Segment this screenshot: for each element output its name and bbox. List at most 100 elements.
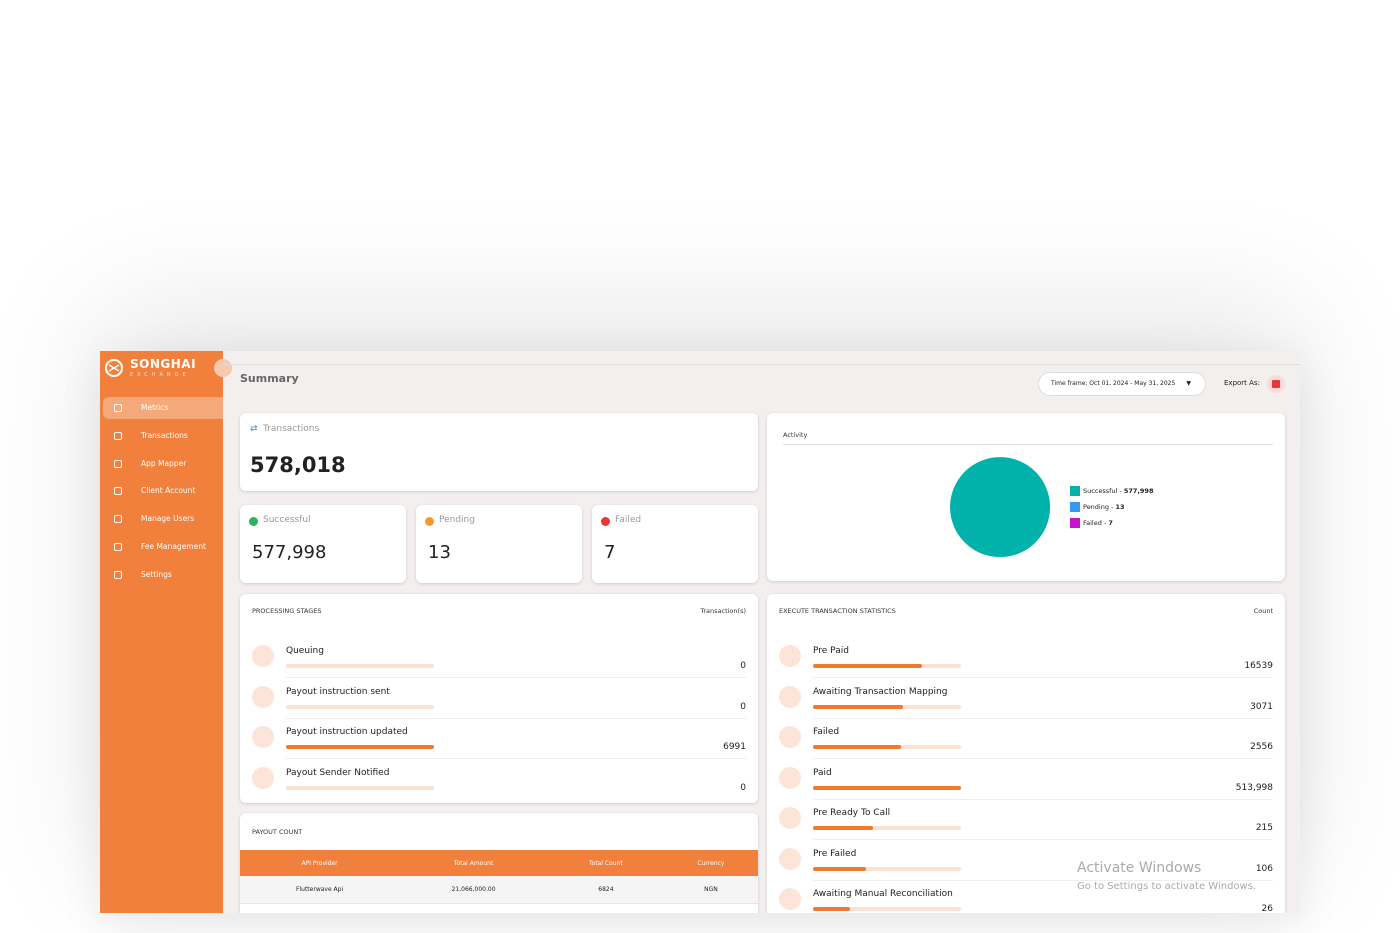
legend-value: 577,998 <box>1123 487 1154 495</box>
progress-fill <box>813 745 902 749</box>
pie-slice <box>950 457 1051 558</box>
transactions-card: ⇄ Transactions 578,018 <box>240 413 758 491</box>
row-separator <box>813 879 1273 881</box>
row-count: 6991 <box>723 742 746 752</box>
export-pdf[interactable] <box>1267 375 1285 393</box>
time-frame-select[interactable]: Time frame: Oct 01, 2024 - May 31, 2025 ▼ <box>1038 372 1206 396</box>
legend-swatch <box>1070 502 1080 512</box>
column-header: Total Amount <box>453 859 494 867</box>
column-title: Transaction(s) <box>700 607 746 615</box>
status-label: Failed <box>615 515 642 525</box>
status-card: Successful 577,998 <box>240 505 406 583</box>
execute-statistics-card: EXECUTE TRANSACTION STATISTICS Count Pre P… <box>767 594 1285 913</box>
progress-track <box>286 704 434 709</box>
row-icon <box>779 726 801 748</box>
row-separator <box>286 677 746 678</box>
nav-item[interactable]: App Mapper <box>103 453 223 475</box>
row-label: Payout instruction sent <box>286 686 390 697</box>
logo-icon <box>105 359 123 377</box>
table-header: API Provider Total Amount Total Count Curre… <box>240 850 758 876</box>
nav-item[interactable]: Manage Users <box>103 508 223 530</box>
status-value: 7 <box>604 542 616 563</box>
progress-track <box>286 785 434 790</box>
nav-icon <box>114 543 122 551</box>
progress-fill <box>813 664 923 668</box>
legend-name: Pending <box>1083 503 1115 511</box>
row-separator <box>286 717 746 719</box>
payout-table: API Provider Total Amount Total Count Curre… <box>240 850 758 904</box>
row-label: Payout Sender Notified <box>286 767 390 778</box>
progress-fill <box>813 826 874 830</box>
sidebar: SONGHAI EXCHANGE Metrics Transactions App … <box>100 351 223 913</box>
row-icon <box>252 766 274 789</box>
row-icon <box>252 685 274 708</box>
progress-track <box>813 745 961 749</box>
row-count: 2556 <box>1250 742 1273 752</box>
nav-icon <box>114 570 122 579</box>
nav-icon <box>114 404 122 412</box>
legend-name: Successful <box>1083 487 1124 495</box>
transactions-label: Transactions <box>263 424 320 434</box>
row-icon <box>779 847 801 870</box>
table-cell: NGN <box>704 885 718 893</box>
nav-item[interactable]: Settings <box>103 564 223 586</box>
progress-track <box>813 704 961 709</box>
status-icon <box>601 517 610 526</box>
legend-swatch <box>1070 518 1080 528</box>
top-border <box>223 364 1300 365</box>
nav-icon <box>114 487 122 496</box>
app-window: SONGHAI EXCHANGE Metrics Transactions App … <box>100 351 1300 913</box>
pie-chart <box>950 457 1051 558</box>
progress-fill <box>813 785 961 790</box>
progress-fill <box>813 866 866 871</box>
status-card: Failed 7 <box>592 505 758 583</box>
column-title: Count <box>1253 607 1273 615</box>
legend-value: 13 <box>1115 503 1125 511</box>
row-separator <box>813 717 1273 719</box>
nav-item[interactable]: Transactions <box>103 425 223 447</box>
activity-title: Activity <box>783 431 808 439</box>
collapse-button[interactable] <box>214 359 232 377</box>
row-label: Pre Failed <box>813 848 857 859</box>
progress-fill <box>813 704 904 709</box>
row-icon <box>779 807 801 829</box>
table-cell: 21,066,000.00 <box>451 885 496 893</box>
transactions-icon: ⇄ <box>250 424 258 434</box>
row-label: Pre Paid <box>813 646 849 656</box>
time-frame: Time frame: Oct 01, 2024 - May 31, 2025 <box>1051 380 1176 387</box>
divider <box>783 444 1273 445</box>
progress-fill <box>813 907 851 911</box>
row-label: Failed <box>813 727 840 737</box>
status-label: Pending <box>439 515 475 525</box>
row-label: Pre Ready To Call <box>813 808 891 818</box>
legend-swatch <box>1070 486 1080 496</box>
card-title: EXECUTE TRANSACTION STATISTICS <box>779 607 896 615</box>
status-value: 13 <box>428 542 451 563</box>
status-label: Successful <box>263 515 311 525</box>
nav-item[interactable]: Metrics <box>103 397 223 419</box>
export-label: Export As: <box>1224 379 1260 387</box>
row-separator <box>813 798 1273 800</box>
legend-value: 7 <box>1108 519 1113 527</box>
nav-item[interactable]: Client Account <box>103 480 223 502</box>
nav-item[interactable]: Fee Management <box>103 536 223 558</box>
column-header: Currency <box>697 859 725 867</box>
payout-title: PAYOUT COUNT <box>252 828 303 836</box>
table-row: Flutterwave Api 21,066,000.00 6824 NGN <box>240 876 758 903</box>
legend-name: Failed <box>1083 519 1108 527</box>
nav-icon <box>114 515 122 524</box>
row-count: 26 <box>1261 904 1273 913</box>
watermark-subtitle: Go to Settings to activate Windows. <box>1077 881 1257 892</box>
row-icon <box>779 645 801 667</box>
row-count: 16539 <box>1244 661 1273 671</box>
progress-track <box>286 745 434 749</box>
row-icon <box>779 888 801 910</box>
row-count: 0 <box>740 661 746 671</box>
status-value: 577,998 <box>252 542 327 563</box>
nav-icon <box>114 431 122 440</box>
page-title: Summary <box>240 372 299 385</box>
row-icon <box>779 685 801 708</box>
